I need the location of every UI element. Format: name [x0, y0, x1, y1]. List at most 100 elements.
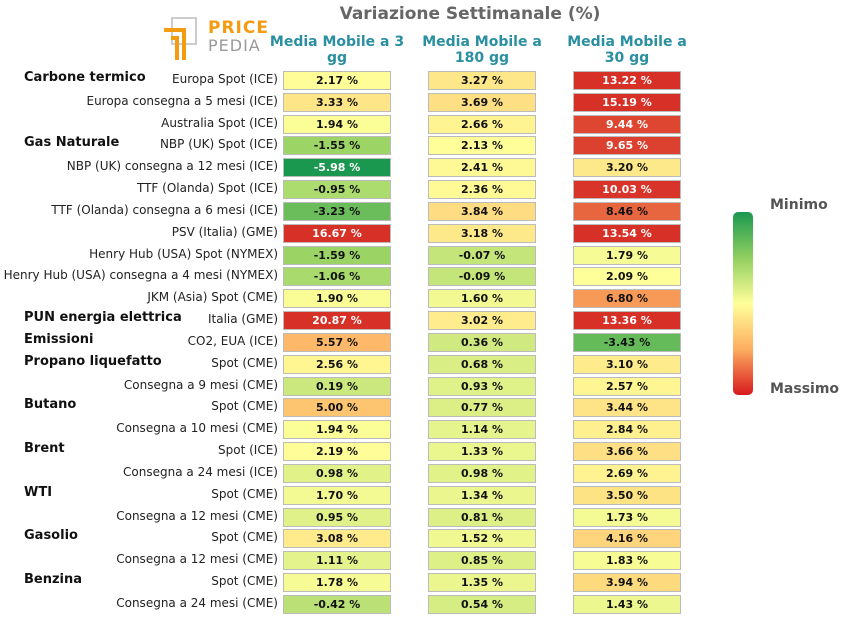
heat-cell: 0.98 %	[428, 463, 536, 483]
group-label: WTI	[24, 484, 53, 500]
value-label: 2.36 %	[461, 183, 503, 197]
value-label: 4.16 %	[606, 532, 648, 546]
value-label: 1.35 %	[461, 576, 503, 590]
heat-cell: -0.09 %	[428, 267, 536, 287]
row-label: Consegna a 12 mesi (CME)	[116, 552, 278, 567]
value-label: 0.68 %	[461, 357, 503, 371]
heat-cell: 3.02 %	[428, 311, 536, 331]
row-label: Spot (ICE)	[218, 443, 278, 458]
value-label: 0.98 %	[316, 466, 358, 480]
heat-cell: 3.69 %	[428, 92, 536, 112]
value-label: 10.03 %	[602, 183, 652, 197]
column-header: Media Mobile a 30 gg	[567, 34, 687, 66]
heat-cell: 0.95 %	[283, 507, 391, 527]
heat-cell: 2.56 %	[283, 354, 391, 374]
value-label: 5.00 %	[316, 401, 358, 415]
heat-cell: -0.95 %	[283, 180, 391, 200]
value-label: 2.13 %	[461, 139, 503, 153]
value-label: 0.77 %	[461, 401, 503, 415]
value-label: 5.57 %	[316, 335, 358, 349]
value-label: 1.70 %	[316, 488, 358, 502]
group-label: Butano	[24, 397, 77, 413]
row-label: Europa Spot (ICE)	[172, 72, 278, 86]
heat-cell: -3.43 %	[573, 332, 681, 352]
heat-cell: 3.66 %	[573, 442, 681, 462]
colorbar-label: Massimo	[770, 381, 840, 397]
heat-cell: 6.80 %	[573, 289, 681, 309]
heat-cell: 0.85 %	[428, 551, 536, 571]
heat-cell: -0.42 %	[283, 594, 391, 614]
heat-cell: 16.67 %	[283, 223, 391, 243]
heat-cell: 2.84 %	[573, 420, 681, 440]
heat-cell: 9.65 %	[573, 136, 681, 156]
group-label: Carbone termico	[24, 70, 146, 85]
value-label: 16.67 %	[312, 226, 362, 240]
heat-cell: 3.94 %	[573, 573, 681, 593]
value-label: 1.83 %	[606, 554, 648, 568]
heat-cell: 2.66 %	[428, 114, 536, 134]
row-label: JKM (Asia) Spot (CME)	[147, 290, 278, 305]
row-label: NBP (UK) consegna a 12 mesi (ICE)	[66, 159, 278, 174]
heat-cell: 1.94 %	[283, 114, 391, 134]
heat-cell: 3.18 %	[428, 223, 536, 243]
value-label: 2.17 %	[316, 74, 358, 87]
row-label: Spot (CME)	[211, 399, 278, 414]
row-label: NBP (UK) Spot (ICE)	[159, 137, 278, 152]
column-header: Media Mobile a 3 gg	[269, 34, 405, 66]
heat-cell: 2.13 %	[428, 136, 536, 156]
value-label: 1.34 %	[461, 488, 503, 502]
row-label: Spot (CME)	[211, 530, 278, 545]
heat-cell: 0.36 %	[428, 332, 536, 352]
value-label: -1.06 %	[313, 270, 361, 284]
column-header: Media Mobile a 180 gg	[422, 34, 542, 66]
heat-cell: 2.19 %	[283, 442, 391, 462]
value-label: 1.43 %	[606, 597, 648, 611]
heat-cell: 3.33 %	[283, 92, 391, 112]
value-label: 8.46 %	[606, 204, 648, 218]
value-label: 3.50 %	[606, 488, 648, 502]
value-label: 3.69 %	[461, 95, 503, 109]
row-label: Spot (CME)	[211, 486, 278, 501]
value-label: 1.79 %	[606, 248, 648, 262]
row-label: CO2, EUA (ICE)	[187, 333, 278, 348]
value-label: -1.59 %	[313, 248, 361, 262]
heat-cell: 1.60 %	[428, 289, 536, 309]
heat-cell: 2.41 %	[428, 158, 536, 178]
heat-cell: 8.46 %	[573, 201, 681, 221]
value-label: 0.19 %	[316, 379, 358, 393]
heat-cell: 0.81 %	[428, 507, 536, 527]
heat-cell: 1.79 %	[573, 245, 681, 265]
heat-cell: -1.59 %	[283, 245, 391, 265]
group-label: Brent	[24, 441, 65, 457]
value-label: -3.23 %	[313, 204, 361, 218]
value-label: 3.18 %	[461, 226, 503, 240]
value-label: 2.66 %	[461, 117, 503, 131]
row-label: Italia (GME)	[207, 312, 278, 327]
value-label: 2.57 %	[606, 379, 648, 393]
value-label: 13.22 %	[602, 74, 652, 87]
value-label: 2.69 %	[606, 466, 648, 480]
heat-cell: 1.11 %	[283, 551, 391, 571]
value-label: 2.84 %	[606, 423, 648, 437]
value-label: 6.80 %	[606, 292, 648, 306]
value-label: 2.09 %	[606, 270, 648, 284]
value-label: -1.55 %	[313, 139, 361, 153]
value-label: 2.41 %	[461, 161, 503, 175]
value-label: 3.10 %	[606, 357, 648, 371]
group-label: PUN energia elettrica	[24, 310, 182, 326]
heat-cell: 0.77 %	[428, 398, 536, 418]
value-label: 1.11 %	[316, 554, 358, 568]
value-label: 0.54 %	[461, 597, 503, 611]
heat-cell: 3.27 %	[428, 71, 536, 90]
group-label: Propano liquefatto	[24, 353, 162, 369]
colorbar	[733, 212, 753, 395]
heat-cell: -0.07 %	[428, 245, 536, 265]
heat-cell: 0.19 %	[283, 376, 391, 396]
heat-cell: 0.98 %	[283, 463, 391, 483]
heat-cell: 3.84 %	[428, 201, 536, 221]
row-label: Europa consegna a 5 mesi (ICE)	[86, 93, 278, 108]
heat-cell: 1.14 %	[428, 420, 536, 440]
heat-cell: 4.16 %	[573, 529, 681, 549]
value-label: 0.93 %	[461, 379, 503, 393]
